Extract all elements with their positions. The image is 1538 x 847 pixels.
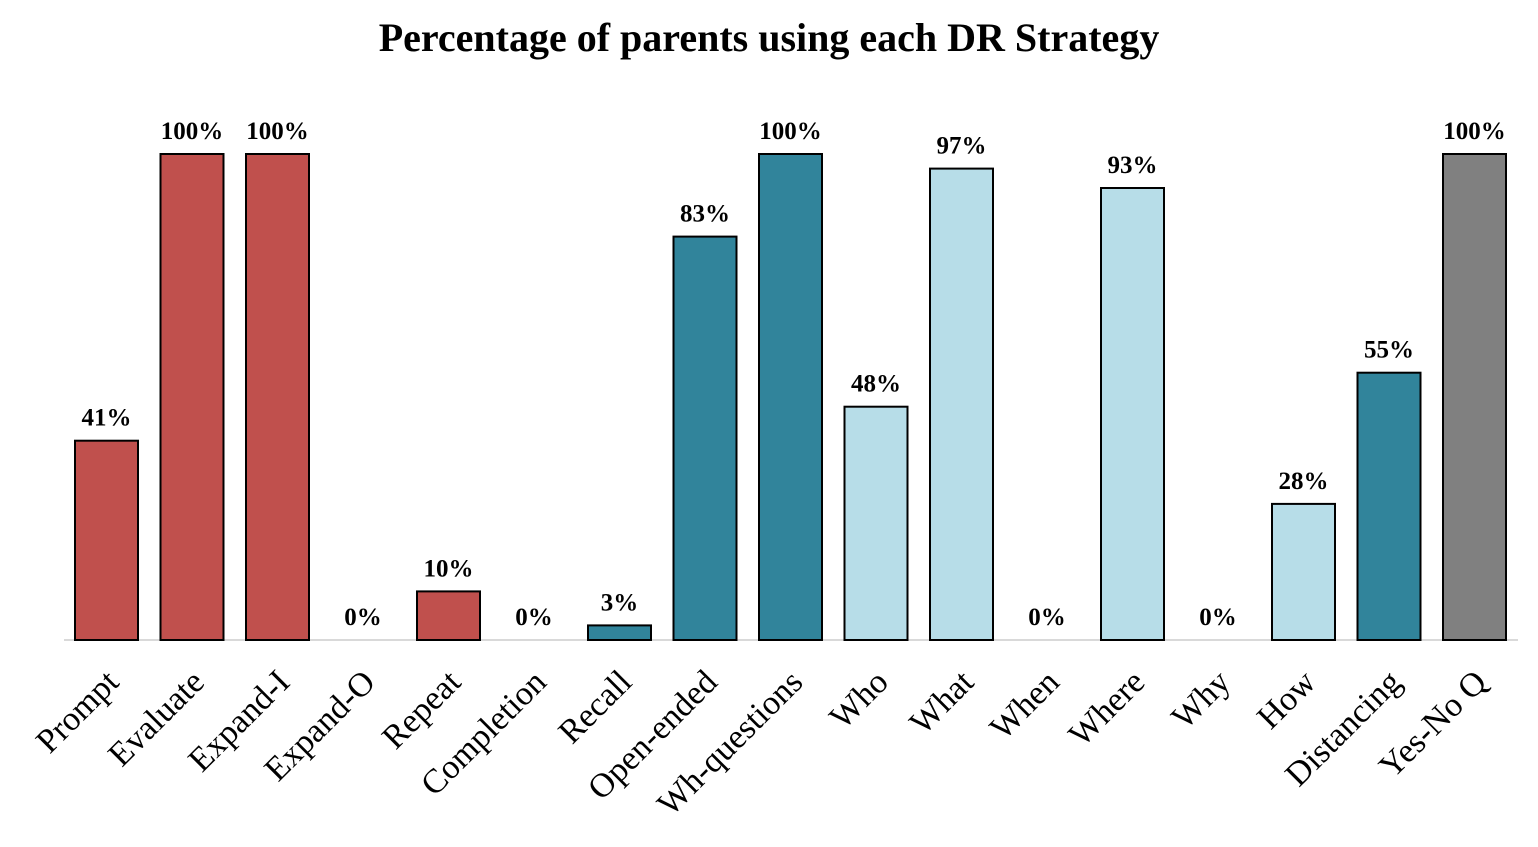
- bar-distancing: [1356, 371, 1422, 641]
- bar-who: [843, 405, 909, 642]
- data-label-when: 0%: [1028, 604, 1066, 631]
- chart-title: Percentage of parents using each DR Stra…: [378, 15, 1160, 60]
- data-labels-group: 41% 100% 100% 0% 10% 0% 3% 83% 100% 48% 97% 0% 93% 0%…: [82, 118, 1506, 631]
- data-label-prompt: 41%: [82, 405, 132, 432]
- tick-label-who: Who: [823, 663, 896, 736]
- bar-wh-questions: [758, 153, 823, 641]
- bar-where: [1100, 187, 1165, 641]
- data-label-yes-no-q: 100%: [1443, 118, 1506, 145]
- bars-group: [74, 153, 1507, 642]
- data-label-recall: 3%: [601, 589, 639, 616]
- data-label-expand-o: 0%: [344, 604, 382, 631]
- data-label-open-ended: 83%: [680, 201, 730, 228]
- data-label-completion: 0%: [515, 604, 553, 631]
- data-label-why: 0%: [1199, 604, 1237, 631]
- bar-repeat: [416, 590, 481, 642]
- bar-open-ended: [672, 235, 738, 641]
- tick-labels-group: PromptEvaluateExpand-IExpand-ORepeatComp…: [29, 663, 1494, 823]
- bar-recall: [587, 624, 652, 642]
- data-label-how: 28%: [1279, 468, 1329, 495]
- tick-label-where: Where: [1062, 663, 1152, 753]
- data-label-expand-i: 100%: [246, 118, 309, 145]
- tick-label-why: Why: [1165, 663, 1238, 736]
- data-label-evaluate: 100%: [161, 118, 224, 145]
- bar-evaluate: [159, 153, 225, 641]
- bar-what: [929, 167, 994, 641]
- bar-yes-no-q: [1442, 153, 1507, 641]
- data-label-what: 97%: [937, 133, 987, 160]
- tick-label-what: What: [903, 663, 982, 742]
- data-label-where: 93%: [1108, 152, 1158, 179]
- data-label-wh-questions: 100%: [759, 118, 822, 145]
- tick-label-when: When: [983, 663, 1067, 747]
- data-label-who: 48%: [851, 371, 901, 398]
- bar-prompt: [74, 439, 139, 642]
- tick-label-how: How: [1250, 663, 1323, 736]
- data-label-distancing: 55%: [1364, 337, 1414, 364]
- bar-how: [1271, 502, 1336, 641]
- data-label-repeat: 10%: [424, 555, 474, 582]
- bar-expand-i: [245, 153, 310, 641]
